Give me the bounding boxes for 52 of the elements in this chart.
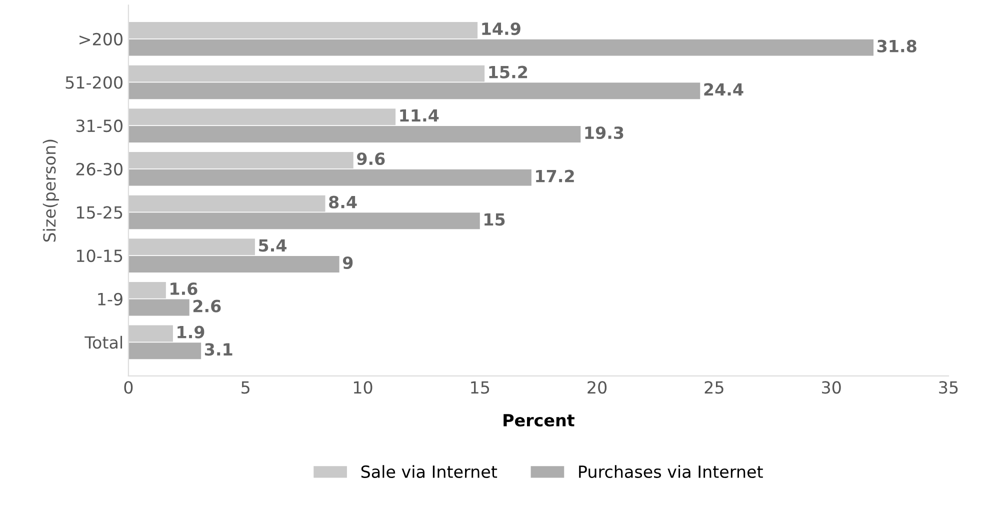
bar [128,256,340,272]
y-axis-title: Size(person) [42,140,59,242]
bar [128,82,700,100]
legend-label: Purchases via Internet [579,465,763,478]
data-label: 24.4 [704,83,744,96]
data-label: 1.6 [170,282,198,296]
data-label: 9 [342,256,353,270]
data-label: 31.8 [877,40,916,52]
y-tick-label: 10-15 [76,250,122,262]
x-tick-label: 30 [822,381,841,394]
bar [128,325,173,342]
data-label: 17.2 [536,170,574,182]
bar [128,282,166,298]
x-tick-label: 25 [704,381,724,394]
y-tick-label: 31-50 [76,120,122,132]
data-label: 15.2 [489,66,528,78]
bar [128,342,202,360]
y-tick-label: 26-30 [76,162,122,176]
data-label: 19.3 [585,126,624,140]
bar [128,108,396,126]
data-label: 11.4 [400,109,439,122]
x-tick-label: 5 [242,381,250,394]
x-tick-label: 0 [124,381,133,394]
data-label: 15 [484,213,505,226]
data-label: 1.9 [178,326,204,338]
bar [128,299,190,316]
legend-label: Sale via Internet [361,465,498,478]
bar [128,152,354,168]
bar [128,169,532,186]
bar [128,65,485,82]
x-tick-label: 15 [471,381,490,394]
x-tick-label: 10 [354,381,372,394]
data-label: 9.6 [357,152,385,166]
data-label: 8.4 [329,196,357,208]
bar [128,212,480,230]
bar [128,238,255,256]
bar [128,22,478,38]
y-tick-label: >200 [80,32,122,46]
bar [128,126,581,142]
y-tick-label: 51-200 [66,76,122,89]
data-label: 5.4 [259,239,286,252]
x-axis-title: Percent [504,414,574,427]
data-label: 2.6 [193,300,221,312]
y-tick-label: Total [84,336,122,349]
bar [128,39,874,56]
data-label: 14.9 [482,22,520,36]
y-tick-label: 15-25 [76,206,122,219]
x-tick-label: 20 [588,381,607,394]
x-tick-label: 35 [939,381,958,394]
bar [128,195,326,212]
data-label: 3.1 [204,343,232,356]
y-tick-label: 1-9 [98,292,122,306]
